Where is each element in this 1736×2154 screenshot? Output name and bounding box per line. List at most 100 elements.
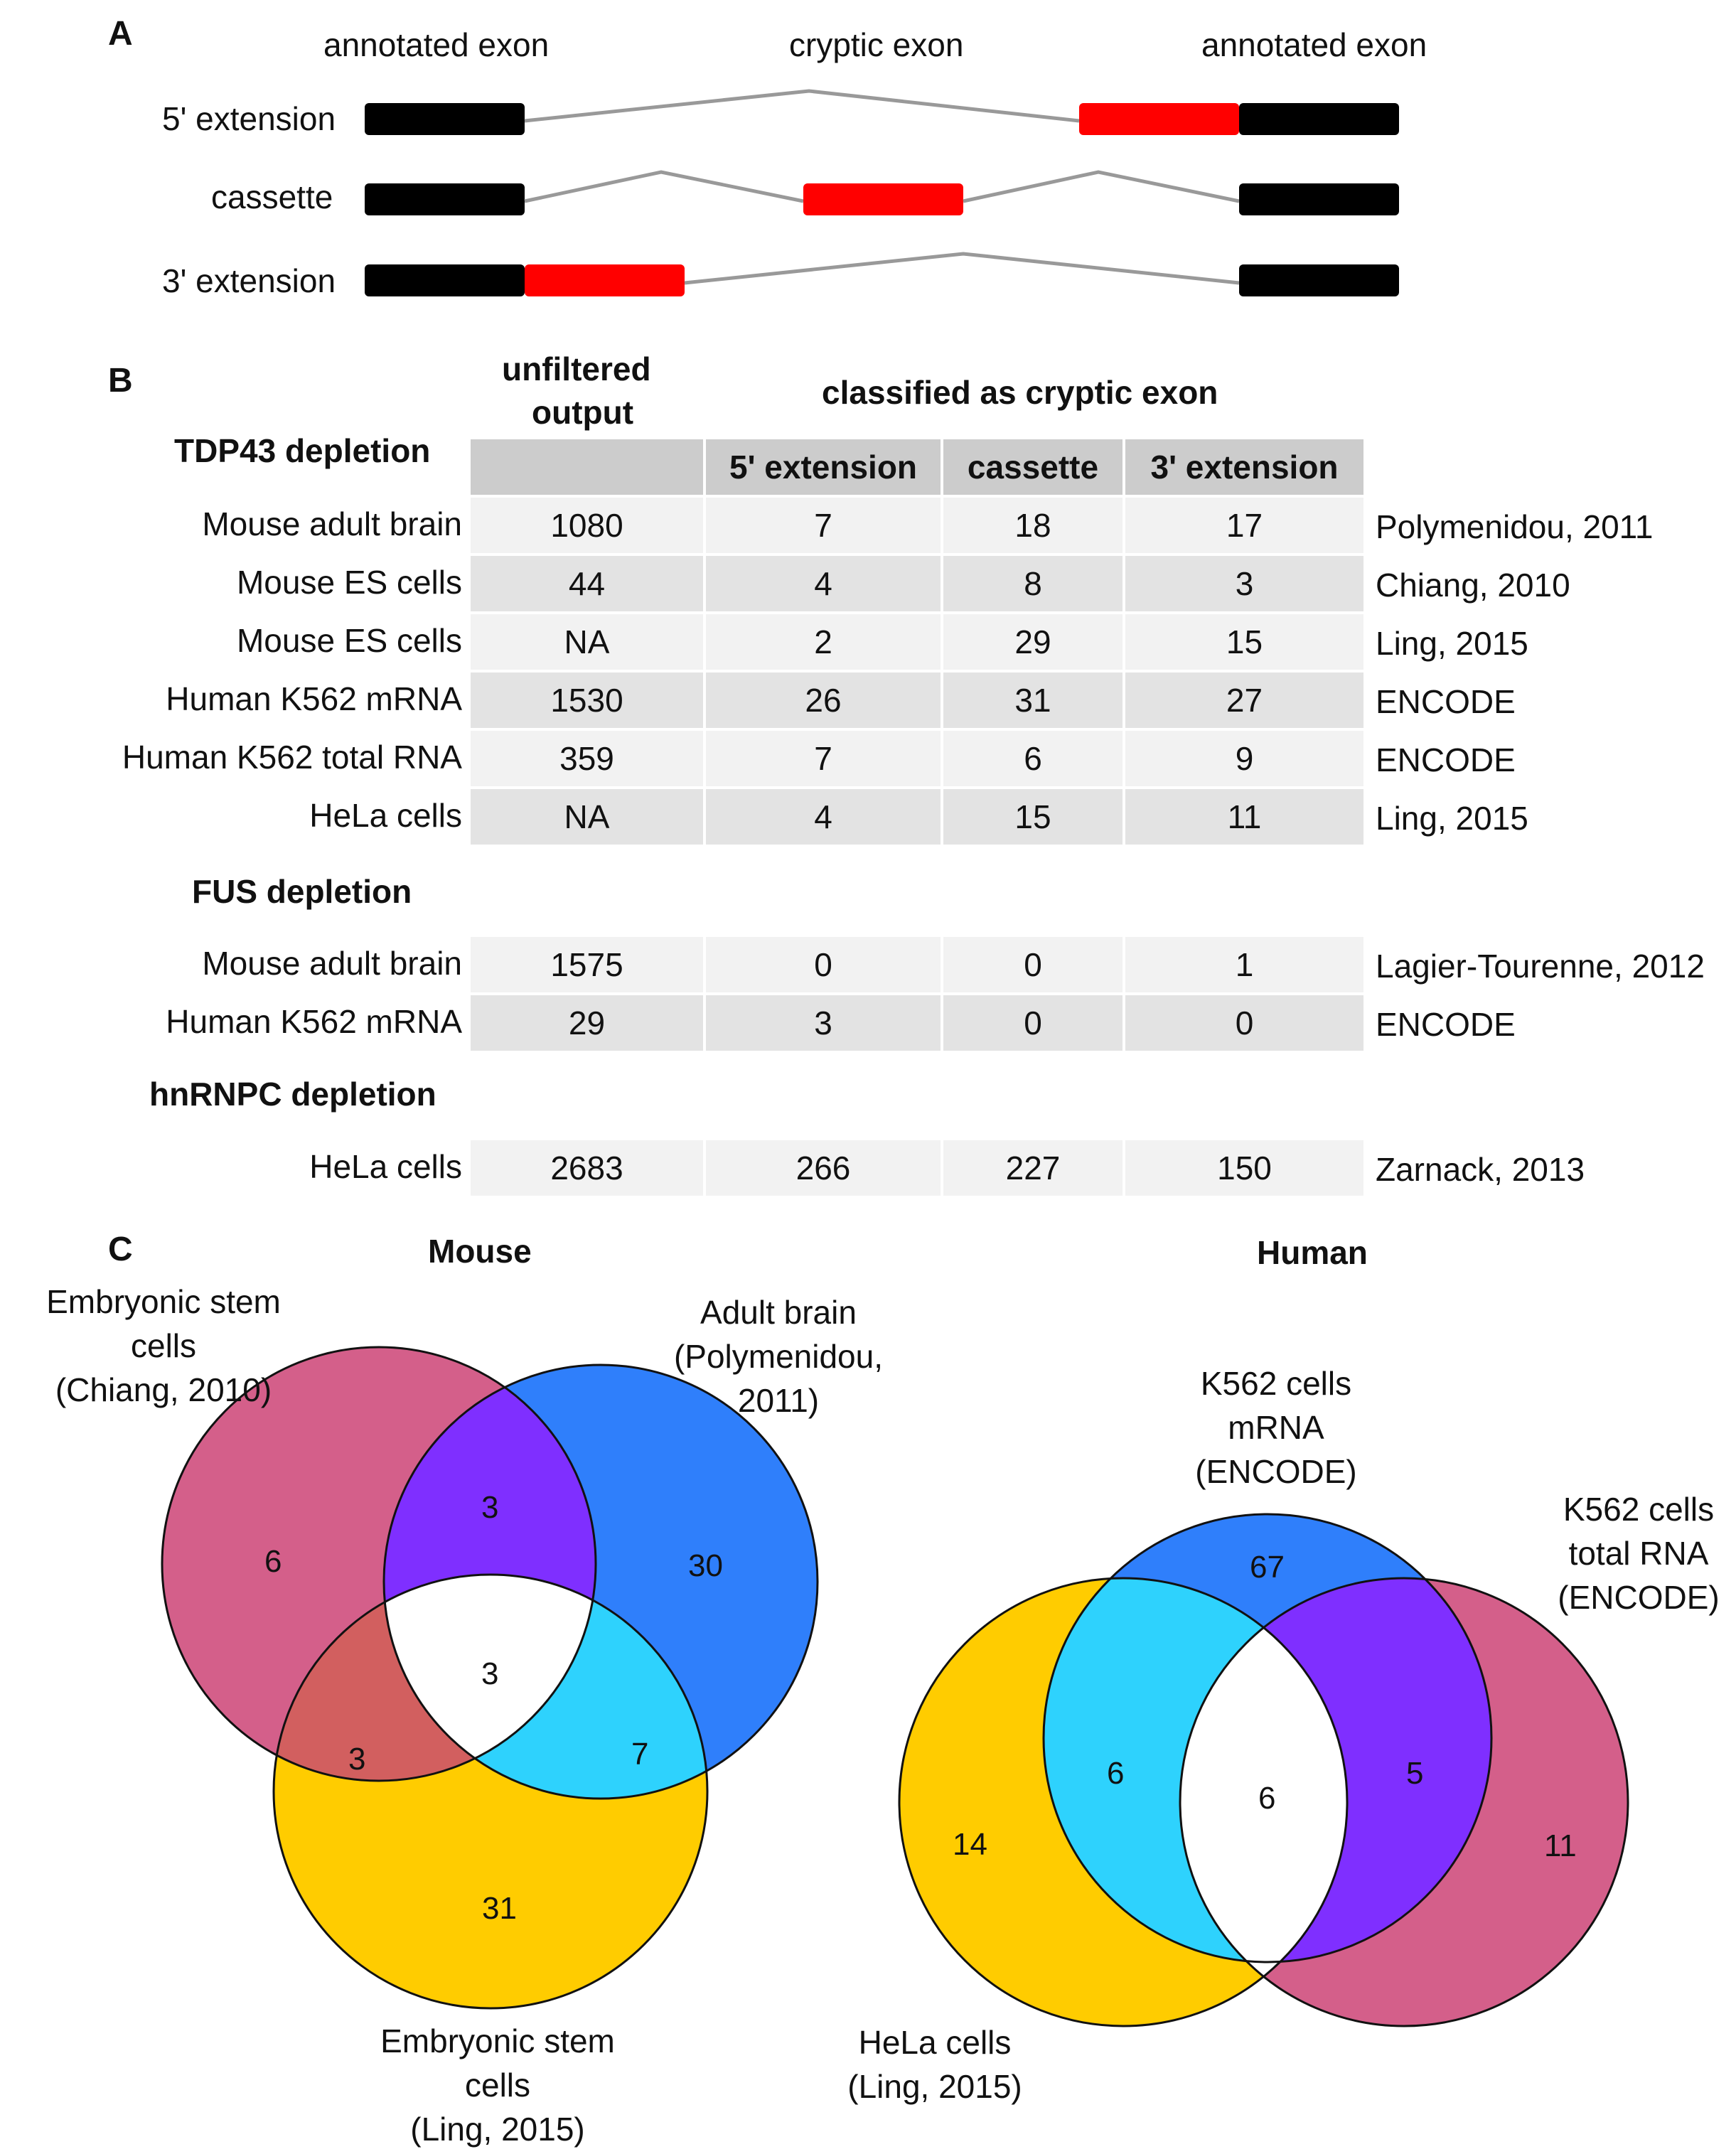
table-row-label: Human K562 mRNA: [166, 1003, 462, 1040]
table-cell: 18: [943, 498, 1122, 553]
human-count-mrna-only: 67: [1250, 1550, 1285, 1585]
row-label-3p-extension: 3' extension: [162, 262, 336, 299]
exon-cryptic-3p: [525, 264, 685, 296]
table-row-reference: ENCODE: [1376, 683, 1516, 720]
human-count-all: 6: [1258, 1781, 1276, 1816]
header-cell-subcol: 5' extension: [706, 439, 941, 495]
table-row-label: Mouse ES cells: [236, 564, 462, 601]
header-cell-subcol: cassette: [943, 439, 1122, 495]
panel-a-exon-diagram: [365, 89, 1399, 296]
table-row-label: HeLa cells: [309, 1148, 462, 1185]
mouse-count-brain-only: 30: [688, 1548, 723, 1583]
table-row-reference: Ling, 2015: [1376, 800, 1528, 837]
table-cell: 1530: [471, 673, 703, 728]
table-row-label: Human K562 total RNA: [122, 739, 462, 776]
row-label-5p-extension: 5' extension: [162, 100, 336, 137]
table-cell: 1: [1125, 937, 1363, 992]
table-cell: 26: [706, 673, 941, 728]
exon-cryptic-cassette: [803, 183, 963, 215]
mouse-venn: [161, 1346, 819, 2010]
human-title: Human: [1257, 1234, 1368, 1271]
human-count-mrna-hela: 6: [1107, 1756, 1125, 1791]
header-annotated-exon-left: annotated exon: [323, 26, 550, 63]
table-cell: 4: [706, 556, 941, 611]
table-cell: 150: [1125, 1140, 1363, 1196]
table-row-label: HeLa cells: [309, 797, 462, 834]
table-cell: 359: [471, 731, 703, 786]
table-row-reference: Polymenidou, 2011: [1376, 508, 1654, 545]
row-label-cassette: cassette: [211, 178, 333, 215]
mouse-set-label-chiang: Embryonic stem cells (Chiang, 2010): [46, 1283, 281, 1408]
human-set-label-mrna: K562 cells mRNA (ENCODE): [1195, 1365, 1357, 1490]
table-cell: NA: [471, 614, 703, 670]
intron-cassette-left: [524, 170, 804, 203]
intron-cassette-right: [963, 170, 1240, 203]
mouse-count-brain-ling: 7: [631, 1737, 649, 1772]
table-row-reference: ENCODE: [1376, 1006, 1516, 1043]
table-cell: 8: [943, 556, 1122, 611]
human-count-hela-only: 14: [953, 1827, 987, 1862]
human-count-mrna-total: 5: [1406, 1756, 1424, 1791]
header-cryptic-exon: cryptic exon: [789, 26, 964, 63]
table-row-reference: Ling, 2015: [1376, 625, 1528, 662]
table-row-label: Mouse adult brain: [202, 945, 462, 982]
venn-mouse-chiang-ling: [274, 1575, 596, 1781]
table-row-reference: Chiang, 2010: [1376, 567, 1570, 604]
table-cell: 29: [471, 995, 703, 1051]
table-cell: 0: [943, 995, 1122, 1051]
table-cell: 6: [943, 731, 1122, 786]
table-row-label: Human K562 mRNA: [166, 680, 462, 717]
exon-annotated-right-3p: [1239, 264, 1399, 296]
table-cell: 15: [943, 789, 1122, 845]
table-row-label: Mouse ES cells: [236, 622, 462, 659]
table-cell: 0: [943, 937, 1122, 992]
table-cell: 29: [943, 614, 1122, 670]
table-cell: 4: [706, 789, 941, 845]
table-cell: 1080: [471, 498, 703, 553]
panel-b-letter: B: [108, 362, 133, 400]
header-cell-unfiltered: [471, 439, 703, 495]
col-unfiltered-line1: unfiltered: [502, 350, 651, 387]
table-cell: 7: [706, 731, 941, 786]
table-row-label: Mouse adult brain: [202, 505, 462, 542]
mouse-set-label-ling: Embryonic stem cells (Ling, 2015): [380, 2022, 615, 2148]
exon-annotated-left-5p: [365, 103, 525, 135]
human-set-label-total: K562 cells total RNA (ENCODE): [1558, 1491, 1720, 1616]
col-classified-header: classified as cryptic exon: [822, 374, 1218, 411]
mouse-title: Mouse: [428, 1233, 532, 1270]
header-cell-subcol: 3' extension: [1125, 439, 1363, 495]
table-cell: 2: [706, 614, 941, 670]
intron-3p: [684, 252, 1240, 285]
mouse-count-all: 3: [481, 1656, 499, 1691]
table-cell: 3: [706, 995, 941, 1051]
group-title: FUS depletion: [192, 873, 412, 910]
table-cell: 17: [1125, 498, 1363, 553]
table-cell: 15: [1125, 614, 1363, 670]
table-row-reference: Lagier-Tourenne, 2012: [1376, 948, 1705, 985]
table-cell: 266: [706, 1140, 941, 1196]
table-cell: 7: [706, 498, 941, 553]
mouse-count-ling-only: 31: [482, 1891, 517, 1926]
group-title: TDP43 depletion: [174, 432, 431, 469]
table-cell: 0: [1125, 995, 1363, 1051]
table-cell: 227: [943, 1140, 1122, 1196]
mouse-count-chiang-brain: 3: [481, 1490, 499, 1525]
panel-c-letter: C: [108, 1231, 133, 1268]
mouse-count-chiang-ling: 3: [348, 1742, 366, 1777]
exon-annotated-left-cassette: [365, 183, 525, 215]
table-cell: 9: [1125, 731, 1363, 786]
table-cell: NA: [471, 789, 703, 845]
exon-annotated-left-3p: [365, 264, 525, 296]
intron-5p: [524, 89, 1080, 123]
header-annotated-exon-right: annotated exon: [1201, 26, 1427, 63]
table-cell: 0: [706, 937, 941, 992]
exon-annotated-right-5p: [1239, 103, 1399, 135]
mouse-set-label-brain: Adult brain (Polymenidou, 2011): [673, 1294, 884, 1419]
table-cell: 27: [1125, 673, 1363, 728]
exon-cryptic-5p: [1079, 103, 1239, 135]
human-set-label-hela: HeLa cells (Ling, 2015): [847, 2024, 1022, 2105]
table-cell: 3: [1125, 556, 1363, 611]
venn-human-hela-total: [1180, 1578, 1347, 2026]
exon-annotated-right-cassette: [1239, 183, 1399, 215]
